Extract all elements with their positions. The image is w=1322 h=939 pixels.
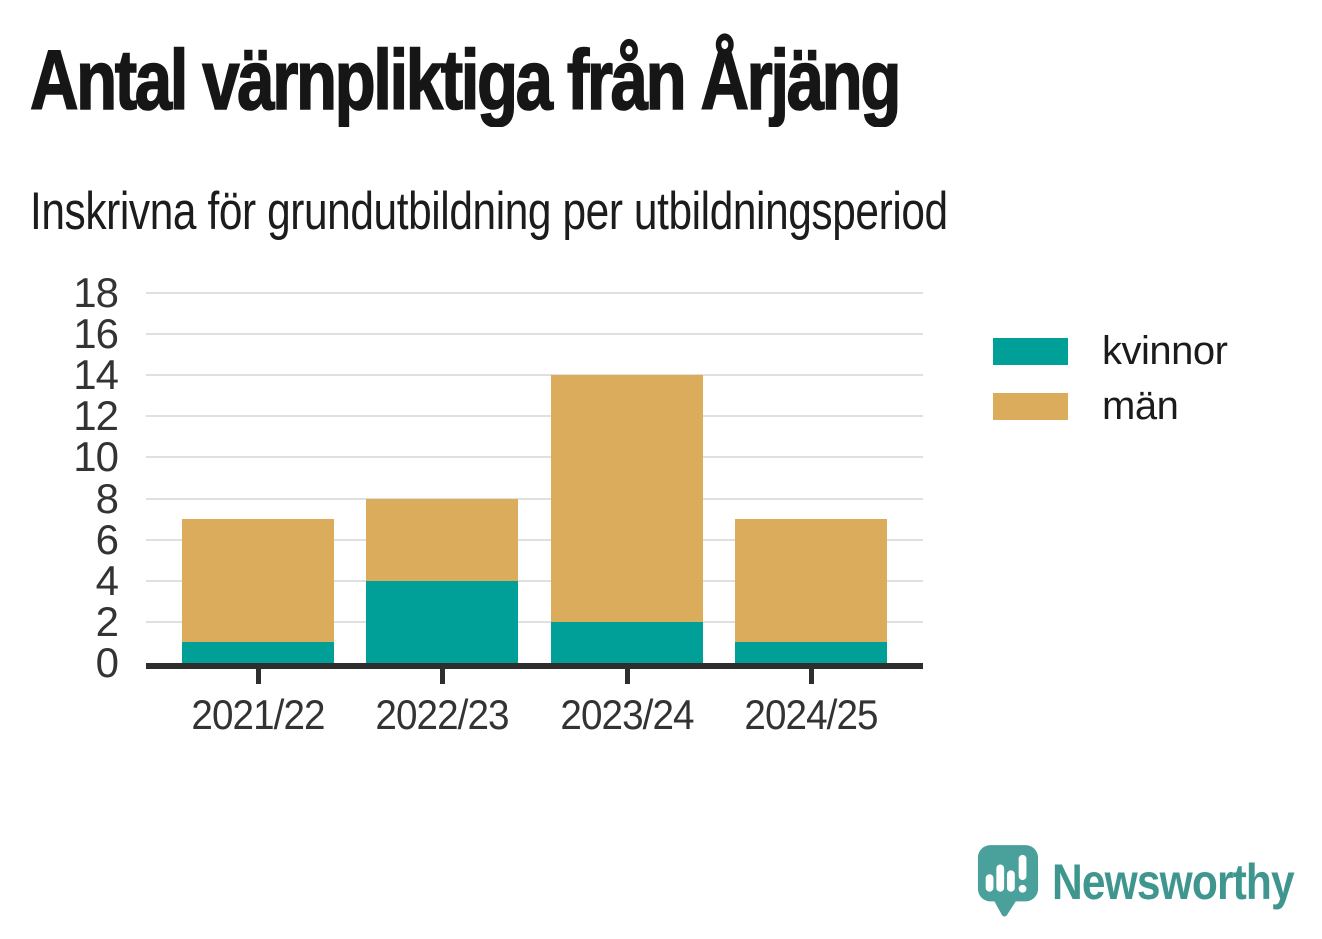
gridline-y16 (146, 333, 923, 336)
bar-kvinnor-2023/24 (550, 621, 703, 663)
x-tick-label-2022/23: 2022/23 (375, 691, 510, 738)
y-tick-label: 16 (73, 310, 119, 358)
y-tick-label: 6 (95, 515, 119, 563)
x-tick-label-2023/24: 2023/24 (560, 691, 694, 738)
y-tick-label: 18 (73, 269, 119, 316)
y-tick-label: 4 (95, 556, 119, 604)
legend-label-man: män (1102, 383, 1179, 428)
gridline-y18 (146, 292, 923, 294)
bar-män-2021/22 (182, 519, 334, 643)
gridline-y14 (146, 374, 923, 377)
legend-label-kvinnor: kvinnor (1102, 328, 1228, 373)
gridline-y2 (146, 620, 923, 623)
gridline-y8 (146, 497, 923, 500)
x-tick (256, 669, 261, 684)
bar-män-2022/23 (366, 498, 519, 581)
gridline-y6 (146, 538, 923, 541)
bar-män-2023/24 (550, 375, 703, 622)
legend: kvinnor män (993, 329, 1228, 428)
chart-subtitle: Inskrivna för grundutbildning per utbild… (30, 182, 948, 241)
gridline-y4 (146, 579, 923, 582)
y-tick-label: 14 (73, 351, 119, 399)
x-tick-label-2021/22: 2021/22 (191, 691, 325, 738)
y-tick-label: 8 (95, 474, 119, 522)
x-tick (440, 669, 446, 684)
y-tick-label: 2 (95, 597, 119, 645)
y-tick-label: 10 (73, 433, 119, 481)
x-axis-line (146, 663, 923, 669)
x-tick-label-2024/25: 2024/25 (744, 691, 878, 738)
newsworthy-logo-icon (977, 845, 1039, 917)
bar-kvinnor-2024/25 (735, 642, 887, 663)
gridline-y12 (146, 415, 923, 418)
brand-wordmark: Newsworthy (1052, 854, 1295, 910)
x-tick (624, 669, 630, 684)
y-tick-label: 12 (73, 392, 119, 440)
legend-item-kvinnor: kvinnor (993, 329, 1228, 373)
bar-kvinnor-2021/22 (182, 642, 334, 663)
chart-title: Antal värnpliktiga från Årjäng (29, 33, 902, 127)
bar-kvinnor-2022/23 (366, 580, 519, 663)
x-tick (809, 669, 814, 684)
brand: Newsworthy (976, 843, 1322, 921)
y-tick-label: 0 (95, 639, 119, 686)
legend-swatch-kvinnor (993, 337, 1068, 365)
bar-män-2024/25 (735, 519, 887, 643)
gridline-y10 (146, 456, 923, 459)
legend-item-man: män (993, 384, 1227, 428)
legend-swatch-man (993, 392, 1068, 420)
